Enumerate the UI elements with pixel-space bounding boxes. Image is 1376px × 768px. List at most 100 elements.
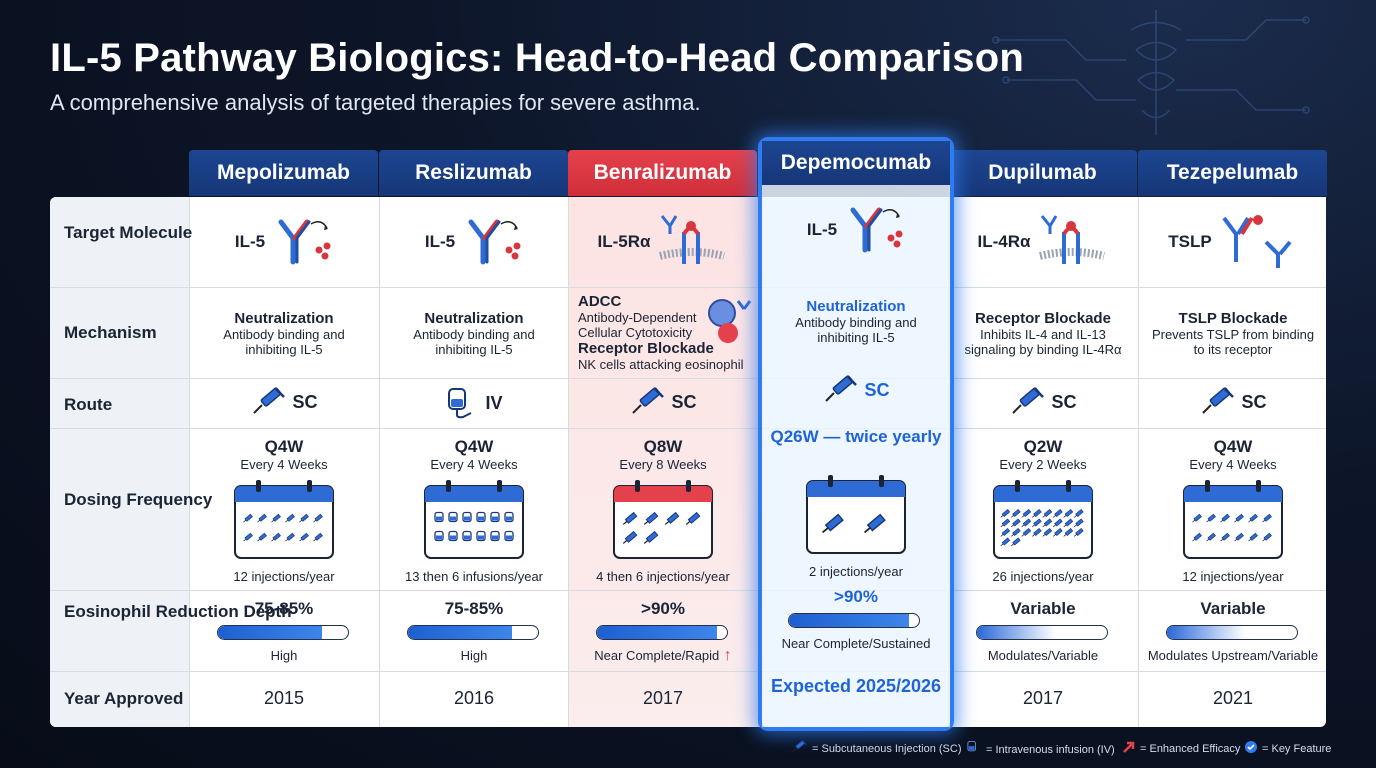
column-tezepelumab: TSLP TSLP Blockade Prevents TSLP from bi… [1138,197,1326,727]
enhanced-efficacy-icon: ↑ [719,647,732,664]
route-label: SC [1241,391,1267,412]
mechanism-subtitle: Prevents TSLP from binding to its recept… [1151,327,1315,357]
dose-count: 4 then 6 injections/year [596,569,730,584]
route-label: SC [671,391,697,412]
eosinophil-reduction-bar [407,625,539,640]
dose-code: Q2W [1023,437,1063,456]
eosinophil-reduction-bar [217,625,349,640]
eosinophil-reduction-value: >90% [641,599,685,618]
eosinophil-reduction-value: >90% [834,587,878,606]
eosinophil-reduction-value: Variable [1010,599,1076,618]
year-approved: 2021 [1212,688,1254,708]
dose-code: Q4W [1213,437,1253,456]
eosinophil-reduction-label: High [270,648,298,663]
mechanism-subtitle: Antibody binding and inhibiting IL-5 [795,315,917,345]
calendar-icon [234,480,334,559]
legend-enhanced-efficacy-icon [1122,740,1136,757]
eosinophil-reduction-bar [976,625,1108,640]
target-molecule: IL-5 [806,220,838,239]
route-label: SC [292,391,318,412]
row-divider [50,378,1326,379]
dose-count: 26 injections/year [992,569,1094,584]
route-label: SC [864,379,890,400]
target-molecule: IL-5 [234,232,266,251]
eosinophil-reduction-value: 75-85% [444,599,504,618]
year-approved: 2015 [263,688,305,708]
year-approved: 2016 [453,688,495,708]
eosinophil-reduction-label: Near Complete/Rapid [594,648,720,663]
column-header-depemocumab: Depemocumab [762,141,950,185]
route-label: SC [1051,391,1077,412]
eosinophil-reduction-label: Near Complete/Sustained [781,636,931,651]
row-label-dosing: Dosing Frequency [64,490,213,509]
year-approved: Expected 2025/2026 [770,676,942,696]
year-approved: 2017 [1022,688,1064,708]
eosinophil-reduction-label: Modulates Upstream/Variable [1147,648,1319,663]
column-divider [1138,197,1139,727]
legend-enhanced-efficacy: = Enhanced Efficacy [1122,740,1240,757]
mechanism-title: ADCC [578,293,622,310]
eosinophil-reduction-bar [596,625,728,640]
column-reslizumab: IL-5 Neutralization Antibody binding and… [379,197,569,727]
mechanism-title: TSLP Blockade [1178,310,1288,327]
nk-cell-icon [708,299,752,343]
mechanism-title: Receptor Blockade [975,310,1111,327]
route-label: IV [485,392,503,413]
legend-key-feature-icon [1244,740,1258,757]
row-label-target: Target Molecule [64,223,193,242]
target-molecule: IL-5Rα [597,232,651,251]
dose-code: Q4W [454,437,494,456]
row-label-year: Year Approved [64,689,184,708]
dose-code: Q26W — twice yearly [770,427,942,446]
row-label-eosinophil: Eosinophil Reduction Depth [64,602,292,621]
table-body: Target Molecule Mechanism Route Dosing F… [50,197,1326,727]
dose-text: Every 4 Weeks [240,457,328,472]
mechanism-title-2: Receptor Blockade [578,340,714,357]
column-dupilumab: IL-4Rα Receptor Blockade Inhibits IL-4 a… [948,197,1138,727]
column-header-reslizumab: Reslizumab [379,150,568,196]
legend-key-feature-text: = Key Feature [1262,742,1332,755]
target-molecule: IL-4Rα [977,232,1031,251]
mechanism-subtitle: Inhibits IL-4 and IL-13 signaling by bin… [964,327,1122,357]
column-header-mepolizumab: Mepolizumab [189,150,378,196]
caduceus-circuit-decoration [992,10,1310,135]
column-divider [568,197,569,727]
mechanism-subtitle-2: NK cells attacking eosinophil [578,357,744,372]
syringe-icon [253,387,286,414]
column-header-dupilumab: Dupilumab [948,150,1137,196]
eosinophil-reduction-label: High [460,648,488,663]
dose-text: Every 8 Weeks [619,457,707,472]
mechanism-subtitle: Antibody-Dependent Cellular Cytotoxicity [578,310,697,340]
dose-count: 13 then 6 infusions/year [404,569,544,584]
column-benralizumab: IL-5Rα ADCC Antibody-Dependent Cellular … [568,197,758,727]
page-subtitle: A comprehensive analysis of targeted the… [50,90,701,115]
column-divider [379,197,380,727]
tslp-antibody-icon [1222,215,1292,268]
row-label-column [50,197,189,727]
antibody-icon [468,219,521,265]
row-divider [50,671,1326,672]
row-label-route: Route [64,395,113,414]
syringe-icon [632,387,665,414]
receptor-icon [659,215,726,264]
mechanism-title: Neutralization [806,298,906,315]
calendar-icon [993,480,1093,559]
eosinophil-reduction-bar [788,613,920,628]
dose-count: 2 injections/year [809,564,903,579]
legend-intravenous-text: = Intravenous infusion (IV) [986,743,1115,756]
calendar-icon [613,480,713,559]
syringe-icon [825,375,858,402]
column-divider [189,197,190,727]
mechanism-subtitle: Antibody binding and inhibiting IL-5 [413,327,535,357]
iv-bag-icon [448,388,472,419]
mechanism-title: Neutralization [424,310,524,327]
eosinophil-reduction-value: Variable [1200,599,1266,618]
column-mepolizumab: IL-5 Neutralization Antibody binding and… [189,197,379,727]
antibody-icon [278,219,331,265]
eosinophil-reduction-value: 75-85% [254,599,314,618]
column-header-benralizumab: Benralizumab [568,150,757,196]
legend-subcutaneous-text: = Subcutaneous Injection (SC) [812,742,962,755]
dose-text: Every 4 Weeks [430,457,518,472]
dose-text: Every 4 Weeks [1189,457,1277,472]
legend-intravenous: = Intravenous infusion (IV) [966,740,1115,759]
